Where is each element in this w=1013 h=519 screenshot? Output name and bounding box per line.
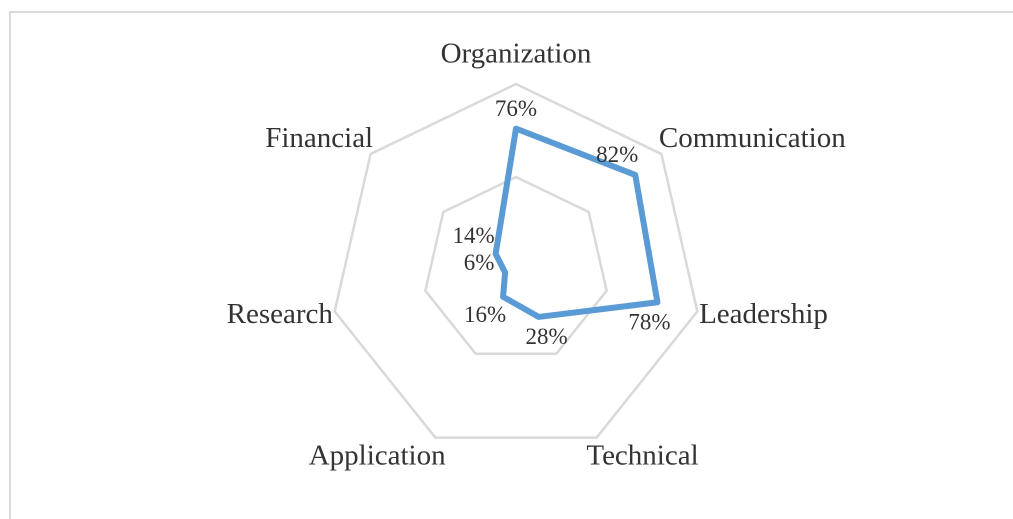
category-label: Research	[227, 298, 334, 330]
category-label: Technical	[586, 439, 698, 471]
category-label: Communication	[659, 122, 846, 154]
data-label: 28%	[526, 324, 568, 349]
category-label: Leadership	[699, 298, 828, 330]
data-label: 6%	[464, 250, 495, 275]
data-label: 76%	[495, 96, 537, 121]
data-label: 78%	[628, 310, 670, 335]
grid-ring	[333, 82, 699, 439]
category-label: Organization	[441, 37, 592, 69]
category-label: Application	[309, 439, 446, 471]
data-label: 82%	[596, 142, 638, 167]
data-label: 14%	[453, 223, 495, 248]
grid-ring	[423, 175, 609, 356]
frame	[9, 11, 1013, 519]
series-line	[492, 125, 661, 320]
category-label: Financial	[265, 122, 373, 154]
data-label: 16%	[464, 302, 506, 327]
